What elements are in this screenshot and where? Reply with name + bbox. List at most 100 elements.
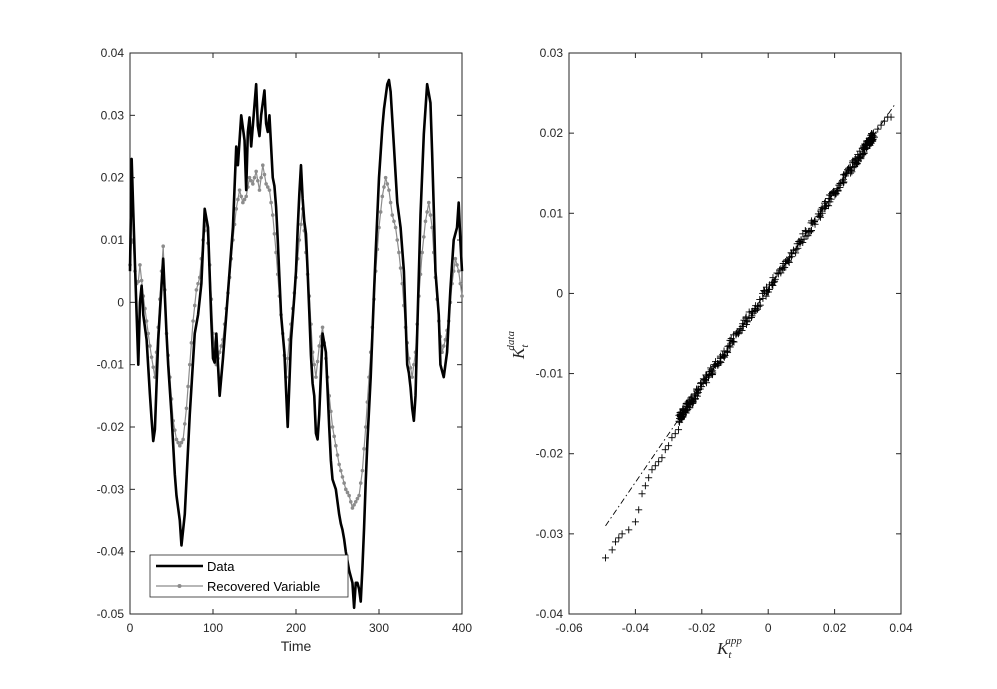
scatter-point — [817, 205, 825, 213]
scatter-point — [794, 244, 802, 252]
left-time-series-panel: 0 100 200 300 400 -0.05 -0.04 -0.03 -0.02 -0.01 0 0… — [97, 46, 473, 654]
series-recovered-point — [443, 337, 448, 342]
right-y-label-base: K — [509, 346, 528, 360]
series-recovered-point — [332, 434, 336, 439]
right-y-axis-label-group: Ktdata — [505, 331, 531, 360]
right-y-tick-label: -0.01 — [536, 367, 564, 381]
series-recovered-point — [192, 303, 197, 308]
scatter-point — [665, 442, 673, 450]
scatter-point — [766, 285, 774, 293]
left-axis-ticks: 0 100 200 300 400 -0.05 -0.04 -0.03 -0.02 -0.01 0 0… — [97, 46, 473, 635]
series-recovered-point — [234, 207, 239, 211]
series-recovered-point — [161, 244, 165, 249]
series-recovered-point — [441, 344, 446, 348]
series-recovered-point — [151, 365, 156, 369]
scatter-point — [747, 314, 755, 322]
scatter-point — [762, 292, 770, 300]
scatter-point — [618, 530, 626, 538]
series-recovered-point — [149, 355, 154, 359]
series-recovered-point — [395, 238, 400, 242]
scatter-point — [769, 282, 777, 290]
series-recovered-point — [254, 169, 258, 174]
right-x-label-sub: t — [728, 649, 732, 661]
series-recovered-point — [312, 362, 317, 367]
series-recovered-point — [219, 344, 224, 348]
right-y-label-sub: t — [519, 344, 531, 348]
scatter-point — [648, 466, 656, 474]
reference-line — [605, 104, 895, 527]
series-recovered-point — [383, 175, 388, 180]
scatter-point — [645, 474, 653, 482]
series-recovered-point — [420, 250, 424, 255]
scatter-point — [788, 250, 796, 258]
series-recovered-point — [352, 503, 356, 507]
scatter-point — [887, 113, 895, 121]
scatter-point — [859, 150, 867, 158]
series-recovered-point — [334, 443, 338, 448]
series-recovered-point — [388, 200, 393, 205]
series-recovered-point — [460, 294, 464, 298]
scatter-point — [738, 326, 746, 334]
series-recovered-point — [187, 362, 192, 367]
left-y-tick-label: 0.02 — [101, 171, 125, 185]
series-recovered-point — [350, 506, 355, 510]
right-y-tick-label: -0.02 — [536, 447, 564, 461]
scatter-point — [835, 181, 843, 189]
scatter-point — [726, 343, 734, 351]
right-y-tick-label: 0.01 — [540, 206, 564, 220]
scatter-point — [877, 121, 885, 129]
right-y-tick-label: 0 — [556, 286, 563, 300]
series-recovered-point — [317, 344, 322, 348]
scatter-point — [770, 278, 778, 286]
series-recovered-point — [358, 481, 363, 485]
series-recovered-point — [357, 493, 361, 498]
scatter-point — [868, 130, 876, 138]
series-recovered-point — [347, 493, 351, 498]
left-x-tick-label: 0 — [127, 621, 134, 635]
left-y-tick-label: 0.03 — [101, 108, 125, 122]
series-recovered-point — [425, 210, 429, 214]
series-recovered-point — [392, 219, 396, 224]
scatter-point — [818, 209, 826, 217]
series-recovered-point — [423, 219, 428, 224]
legend-recovered-marker — [177, 584, 182, 588]
right-x-tick-label: 0 — [765, 621, 772, 635]
right-y-tick-label: 0.03 — [540, 46, 564, 60]
scatter-point — [631, 518, 639, 526]
scatter-point — [807, 227, 815, 235]
series-recovered-point — [189, 341, 194, 345]
scatter-point — [686, 404, 694, 412]
scatter-point — [668, 434, 676, 442]
scatter-point — [847, 166, 855, 174]
scatter-point — [689, 399, 697, 407]
left-x-tick-label: 400 — [452, 621, 472, 635]
series-recovered-point — [242, 197, 247, 202]
scatter-point — [615, 534, 623, 542]
scatter-point — [785, 257, 793, 265]
series-recovered-point — [335, 453, 340, 457]
series-recovered-point — [182, 422, 187, 426]
series-recovered-point — [458, 281, 463, 286]
series-recovered-point — [257, 188, 262, 192]
right-scatter-panel: -0.06 -0.04 -0.02 0 0.02 0.04-0.04-0.03-0.02-… — [505, 46, 913, 661]
series-recovered-point — [360, 468, 365, 473]
series-recovered-point — [176, 440, 180, 445]
series-recovered-point — [267, 188, 272, 192]
right-x-tick-label: -0.02 — [688, 621, 716, 635]
series-recovered-point — [236, 197, 240, 202]
scatter-point — [693, 392, 701, 400]
scatter-point — [867, 137, 875, 145]
scatter-point — [815, 213, 823, 221]
series-recovered-point — [241, 200, 245, 205]
series-recovered-point — [337, 462, 341, 467]
scatter-point — [792, 249, 800, 257]
scatter-point — [834, 186, 842, 194]
scatter-point — [870, 133, 878, 141]
scatter-point — [602, 554, 610, 562]
series-recovered-point — [408, 365, 413, 370]
legend-box — [149, 554, 349, 598]
scatter-point — [698, 383, 706, 391]
scatter-point — [806, 227, 814, 235]
right-x-tick-label: -0.06 — [555, 621, 583, 635]
